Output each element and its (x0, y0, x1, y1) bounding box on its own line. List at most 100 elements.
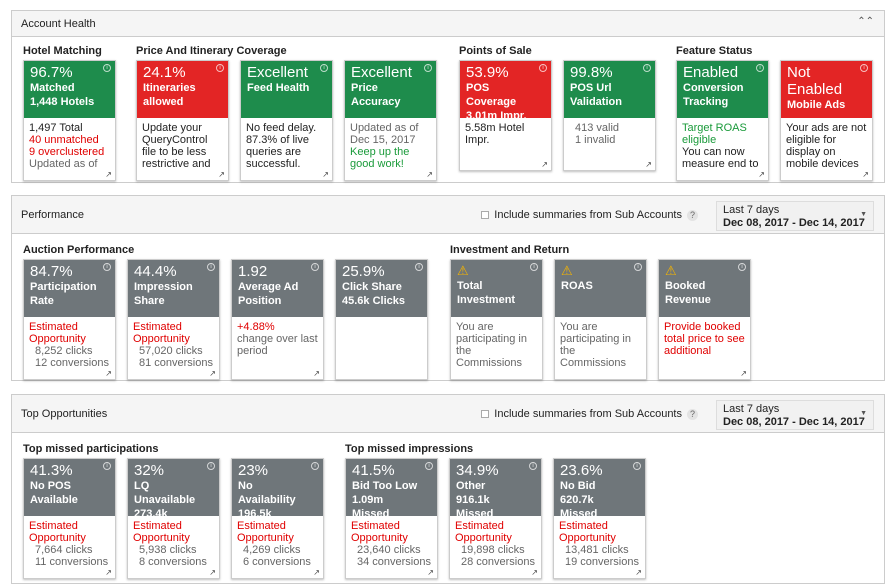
card-body: No feed delay. 87.3% of live queries are… (241, 118, 332, 170)
info-icon[interactable]: i (633, 462, 641, 470)
metric-card[interactable]: i 41.5% Bid Too Low 1.09m Missed Estimated O… (345, 458, 438, 579)
sub-accounts-option[interactable]: Include summaries from Sub Accounts? (481, 408, 698, 420)
card-body: You are participating in the Commissions (555, 317, 646, 369)
date-range-value: Dec 08, 2017 - Dec 14, 2017 (723, 416, 865, 428)
metric-card[interactable]: i 25.9% Click Share 45.6k Clicks (335, 259, 428, 380)
metric-card[interactable]: i ⚠ ROAS You are participating in the Commi… (554, 259, 647, 380)
info-icon[interactable]: i (425, 462, 433, 470)
external-link-icon[interactable]: ↗ (209, 568, 216, 577)
info-icon[interactable]: i (216, 64, 224, 72)
info-icon[interactable]: i (103, 263, 111, 271)
card-sub: 3.01m Impr. (466, 110, 527, 118)
info-icon[interactable]: i (530, 263, 538, 271)
card-label: POS Coverage (466, 82, 517, 108)
card-body: Estimated Opportunity 19,898 clicks 28 con… (450, 516, 541, 568)
card-value: Not Enabled (787, 64, 843, 98)
external-link-icon[interactable]: ↗ (105, 369, 112, 378)
metric-card[interactable]: i 44.4% Impression Share Estimated Opportun… (127, 259, 220, 380)
info-icon[interactable]: i (103, 64, 111, 72)
card-footer: ↗ (128, 568, 219, 578)
external-link-icon[interactable]: ↗ (645, 160, 652, 169)
metric-card[interactable]: i 24.1% Itineraries allowed Update your Que… (136, 60, 229, 181)
info-icon[interactable]: i (634, 263, 642, 271)
info-icon[interactable]: i (539, 64, 547, 72)
external-link-icon[interactable]: ↗ (218, 170, 225, 179)
external-link-icon[interactable]: ↗ (531, 568, 538, 577)
external-link-icon[interactable]: ↗ (105, 170, 112, 179)
card-label: No Bid (560, 480, 596, 492)
sub-accounts-checkbox[interactable] (481, 410, 490, 418)
metric-card[interactable]: i 1.92 Average Ad Position +4.88% change ove… (231, 259, 324, 380)
info-icon[interactable]: i (756, 64, 764, 72)
metric-card[interactable]: i 53.9% POS Coverage 3.01m Impr. 5.58m Hotel… (459, 60, 552, 171)
metric-card[interactable]: i Not Enabled Mobile Ads Your ads are not e… (780, 60, 873, 181)
external-link-icon[interactable]: ↗ (313, 369, 320, 378)
metric-card[interactable]: i 23.6% No Bid 620.7k Missed Estimated Oppor… (553, 458, 646, 579)
metric-card[interactable]: i 84.7% Participation Rate Estimated Opport… (23, 259, 116, 380)
group-title: Points of Sale (459, 45, 532, 57)
help-icon[interactable]: ? (687, 408, 698, 420)
external-link-icon[interactable]: ↗ (426, 170, 433, 179)
card-body-line: 1,497 Total (29, 122, 83, 134)
external-link-icon[interactable]: ↗ (105, 568, 112, 577)
external-link-icon[interactable]: ↗ (862, 170, 869, 179)
card-body-line: 8,252 clicks (35, 345, 93, 357)
card-footer: ↗ (232, 369, 323, 379)
info-icon[interactable]: i (320, 64, 328, 72)
card-value: Excellent (351, 64, 412, 81)
metric-card[interactable]: i 34.9% Other 916.1k Missed Estimated Opport… (449, 458, 542, 579)
card-header: i ⚠ Booked Revenue (659, 260, 750, 317)
card-body: Provide booked total price to see additi… (659, 317, 750, 369)
external-link-icon[interactable]: ↗ (427, 568, 434, 577)
metric-card[interactable]: i Excellent Price Accuracy Updated as of De… (344, 60, 437, 181)
external-link-icon[interactable]: ↗ (758, 170, 765, 179)
sub-accounts-checkbox[interactable] (481, 211, 490, 219)
card-label: Bid Too Low (352, 480, 418, 492)
external-link-icon[interactable]: ↗ (635, 568, 642, 577)
info-icon[interactable]: i (103, 462, 111, 470)
metric-card[interactable]: i 41.3% No POS Available Estimated Opportun… (23, 458, 116, 579)
metric-card[interactable]: i 99.8% POS Url Validation 413 valid 1 inval… (563, 60, 656, 171)
info-icon[interactable]: i (643, 64, 651, 72)
external-link-icon[interactable]: ↗ (541, 160, 548, 169)
info-icon[interactable]: i (207, 462, 215, 470)
card-label: Booked Revenue (665, 280, 711, 306)
card-group: Hotel Matching i 96.7% Matched 1,448 Hotels 1… (23, 45, 116, 181)
card-sub: 196.5k Missed (238, 508, 272, 516)
double-chevron-up-icon[interactable]: ⌃⌃ (857, 16, 874, 27)
sub-accounts-option[interactable]: Include summaries from Sub Accounts? (481, 209, 698, 221)
external-link-icon[interactable]: ↗ (740, 369, 747, 378)
info-icon[interactable]: i (424, 64, 432, 72)
metric-card[interactable]: i Excellent Feed Health No feed delay. 87.3… (240, 60, 333, 181)
metric-card[interactable]: i Enabled Conversion Tracking Target ROAS e… (676, 60, 769, 181)
card-value: 32% (134, 462, 165, 479)
card-body-line: +4.88% (237, 321, 275, 333)
info-icon[interactable]: i (311, 263, 319, 271)
external-link-icon[interactable]: ↗ (209, 369, 216, 378)
info-icon[interactable]: i (311, 462, 319, 470)
info-icon[interactable]: i (415, 263, 423, 271)
card-label: POS Url Validation (570, 82, 622, 108)
metric-card[interactable]: i ⚠ Booked Revenue Provide booked total pri… (658, 259, 751, 380)
card-body: 1,497 Total 40 unmatched 9 overclustered Up… (24, 118, 115, 170)
card-body-line: 12 conversions (35, 357, 109, 369)
external-link-icon[interactable]: ↗ (313, 568, 320, 577)
info-icon[interactable]: i (738, 263, 746, 271)
performance-header: Performance Include summaries from Sub A… (12, 196, 884, 234)
info-icon[interactable]: i (207, 263, 215, 271)
card-group: Points of Sale i 53.9% POS Coverage 3.01m Im… (459, 45, 656, 171)
info-icon[interactable]: i (529, 462, 537, 470)
performance-panel: Performance Include summaries from Sub A… (11, 195, 885, 381)
metric-card[interactable]: i 96.7% Matched 1,448 Hotels 1,497 Total 40 u… (23, 60, 116, 181)
info-icon[interactable]: i (860, 64, 868, 72)
card-body-line: You are participating in the Commissions (560, 321, 631, 369)
card-body-line: 28 conversions (461, 556, 535, 568)
date-range-select[interactable]: Last 7 days Dec 08, 2017 - Dec 14, 2017 ▼ (716, 201, 874, 231)
help-icon[interactable]: ? (687, 209, 698, 221)
metric-card[interactable]: i ⚠ Total Investment You are participating … (450, 259, 543, 380)
external-link-icon[interactable]: ↗ (322, 170, 329, 179)
date-range-select[interactable]: Last 7 days Dec 08, 2017 - Dec 14, 2017 ▼ (716, 400, 874, 430)
card-body: Estimated Opportunity 4,269 clicks 6 conve… (232, 516, 323, 568)
